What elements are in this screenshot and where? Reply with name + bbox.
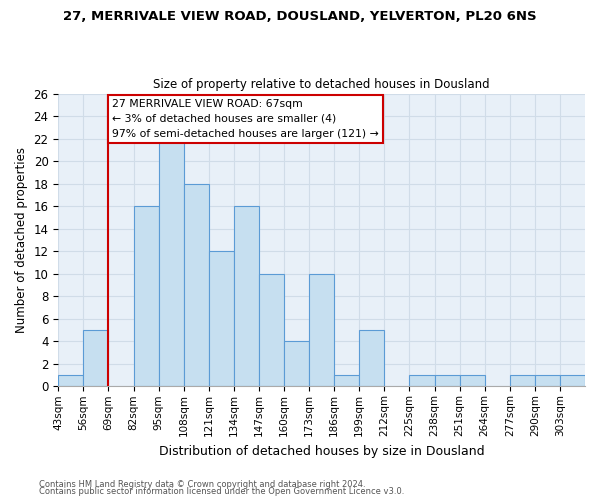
Bar <box>510 375 535 386</box>
Text: 27, MERRIVALE VIEW ROAD, DOUSLAND, YELVERTON, PL20 6NS: 27, MERRIVALE VIEW ROAD, DOUSLAND, YELVE… <box>63 10 537 23</box>
Text: Contains HM Land Registry data © Crown copyright and database right 2024.: Contains HM Land Registry data © Crown c… <box>39 480 365 489</box>
Bar <box>460 375 485 386</box>
Bar <box>83 330 109 386</box>
Bar <box>334 375 359 386</box>
Bar <box>259 274 284 386</box>
Bar <box>184 184 209 386</box>
Bar <box>409 375 434 386</box>
Y-axis label: Number of detached properties: Number of detached properties <box>15 147 28 333</box>
Bar <box>359 330 385 386</box>
Text: 27 MERRIVALE VIEW ROAD: 67sqm
← 3% of detached houses are smaller (4)
97% of sem: 27 MERRIVALE VIEW ROAD: 67sqm ← 3% of de… <box>112 99 379 139</box>
Bar <box>284 342 309 386</box>
Bar <box>58 375 83 386</box>
X-axis label: Distribution of detached houses by size in Dousland: Distribution of detached houses by size … <box>159 444 484 458</box>
Bar <box>134 206 158 386</box>
Bar <box>158 138 184 386</box>
Title: Size of property relative to detached houses in Dousland: Size of property relative to detached ho… <box>154 78 490 91</box>
Bar <box>234 206 259 386</box>
Bar <box>309 274 334 386</box>
Bar <box>560 375 585 386</box>
Text: Contains public sector information licensed under the Open Government Licence v3: Contains public sector information licen… <box>39 487 404 496</box>
Bar <box>535 375 560 386</box>
Bar <box>209 251 234 386</box>
Bar <box>434 375 460 386</box>
